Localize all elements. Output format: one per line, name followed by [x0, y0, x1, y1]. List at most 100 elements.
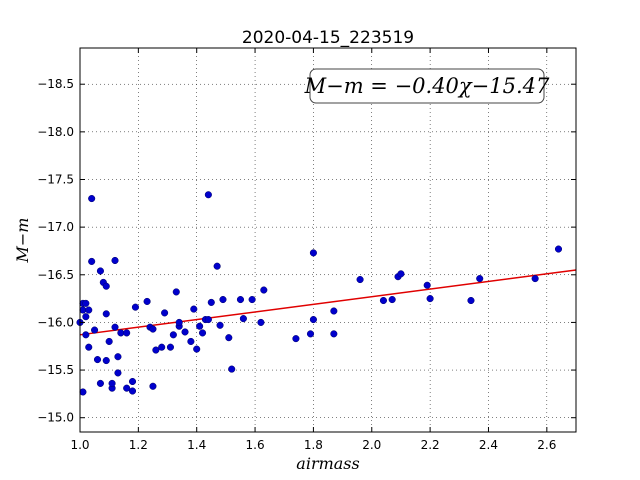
data-point [190, 305, 198, 313]
x-tick-label: 2.2 [421, 438, 440, 452]
y-tick-label: −18.5 [37, 77, 74, 91]
data-point [114, 369, 122, 377]
data-point [196, 322, 204, 330]
data-point [467, 296, 475, 305]
x-tick-label: 1.2 [129, 438, 148, 452]
x-tick-label: 2.4 [479, 438, 498, 452]
data-point [426, 295, 434, 303]
data-point [128, 387, 137, 395]
y-tick-label: −16.5 [37, 268, 74, 282]
data-point [161, 309, 169, 317]
data-point [88, 257, 96, 265]
data-point [123, 329, 131, 337]
y-tick-label: −16.0 [37, 315, 74, 329]
y-tick-label: −18.0 [37, 125, 74, 139]
data-point [149, 325, 157, 333]
data-point [207, 298, 215, 306]
data-point [309, 316, 317, 324]
axis-ticks: 1.0 1.2 1.4 1.6 1.8 2.0 2.2 2.4 2.6 −15.0 −15.5 −16… [37, 48, 576, 452]
data-point [213, 262, 221, 270]
data-point [388, 296, 396, 304]
data-point [175, 318, 183, 326]
data-point [554, 245, 563, 253]
data-point [181, 328, 189, 336]
data-point [248, 296, 256, 304]
data-point [216, 321, 224, 329]
fit-line [79, 269, 577, 336]
data-point [123, 384, 131, 392]
annotation-box [309, 68, 545, 104]
data-point [88, 195, 96, 203]
data-point [143, 297, 151, 306]
data-point [96, 379, 104, 387]
data-point [379, 296, 387, 305]
data-point [158, 343, 166, 351]
data-point [306, 330, 315, 338]
data-point [114, 353, 122, 361]
data-point [193, 345, 201, 353]
data-points [76, 191, 563, 396]
data-point [91, 326, 99, 334]
x-tick-label: 2.6 [537, 438, 556, 452]
data-point [85, 306, 93, 314]
x-tick-label: 1.8 [304, 438, 323, 452]
data-point [423, 281, 431, 289]
data-point [169, 331, 177, 339]
data-point [228, 365, 236, 373]
data-point [292, 335, 300, 343]
data-point [356, 275, 364, 284]
y-axis-label: M−m [13, 218, 32, 264]
data-point [111, 323, 119, 331]
data-point [82, 299, 90, 307]
data-point [152, 346, 160, 354]
x-tick-label: 1.6 [246, 438, 265, 452]
chart-title: 2020-04-15_223519 [242, 28, 414, 48]
data-point [85, 343, 93, 351]
x-tick-label: 1.0 [70, 438, 89, 452]
data-point [257, 318, 265, 326]
data-point [172, 288, 180, 296]
y-tick-label: −17.5 [37, 172, 74, 186]
y-tick-label: −15.0 [37, 411, 74, 425]
data-point [239, 315, 247, 323]
data-point [198, 329, 207, 337]
y-tick-label: −15.5 [37, 363, 74, 377]
data-point [166, 343, 174, 351]
data-point [128, 377, 137, 386]
data-point [108, 379, 116, 387]
x-tick-label: 2.0 [362, 438, 381, 452]
data-point [149, 382, 157, 390]
data-point [102, 282, 110, 290]
annotation-text: M−m = −0.40χ−15.47 [304, 74, 550, 98]
data-point [111, 256, 119, 265]
x-tick-label: 1.4 [187, 438, 206, 452]
data-point [102, 310, 110, 318]
data-point [476, 275, 484, 283]
fit-annotation: M−m = −0.40χ−15.47 [304, 68, 550, 104]
data-point [219, 296, 227, 304]
data-point [330, 330, 338, 338]
data-point [397, 270, 405, 278]
data-point [204, 316, 212, 324]
data-point [225, 334, 233, 342]
data-point [260, 286, 268, 294]
data-point [236, 296, 245, 304]
data-point [82, 331, 90, 339]
data-point [131, 303, 139, 311]
data-point [531, 275, 539, 283]
y-tick-label: −17.0 [37, 220, 74, 234]
data-point [309, 249, 317, 257]
grid [80, 48, 576, 432]
data-point [330, 307, 338, 315]
fit-line-group [79, 269, 577, 336]
data-point [79, 388, 87, 396]
data-point [82, 313, 90, 321]
data-point [102, 356, 110, 365]
data-point [105, 337, 113, 346]
data-point [204, 191, 212, 199]
plot-frame [79, 47, 577, 433]
data-point [93, 356, 102, 364]
data-point [187, 337, 195, 346]
data-point [96, 267, 104, 275]
